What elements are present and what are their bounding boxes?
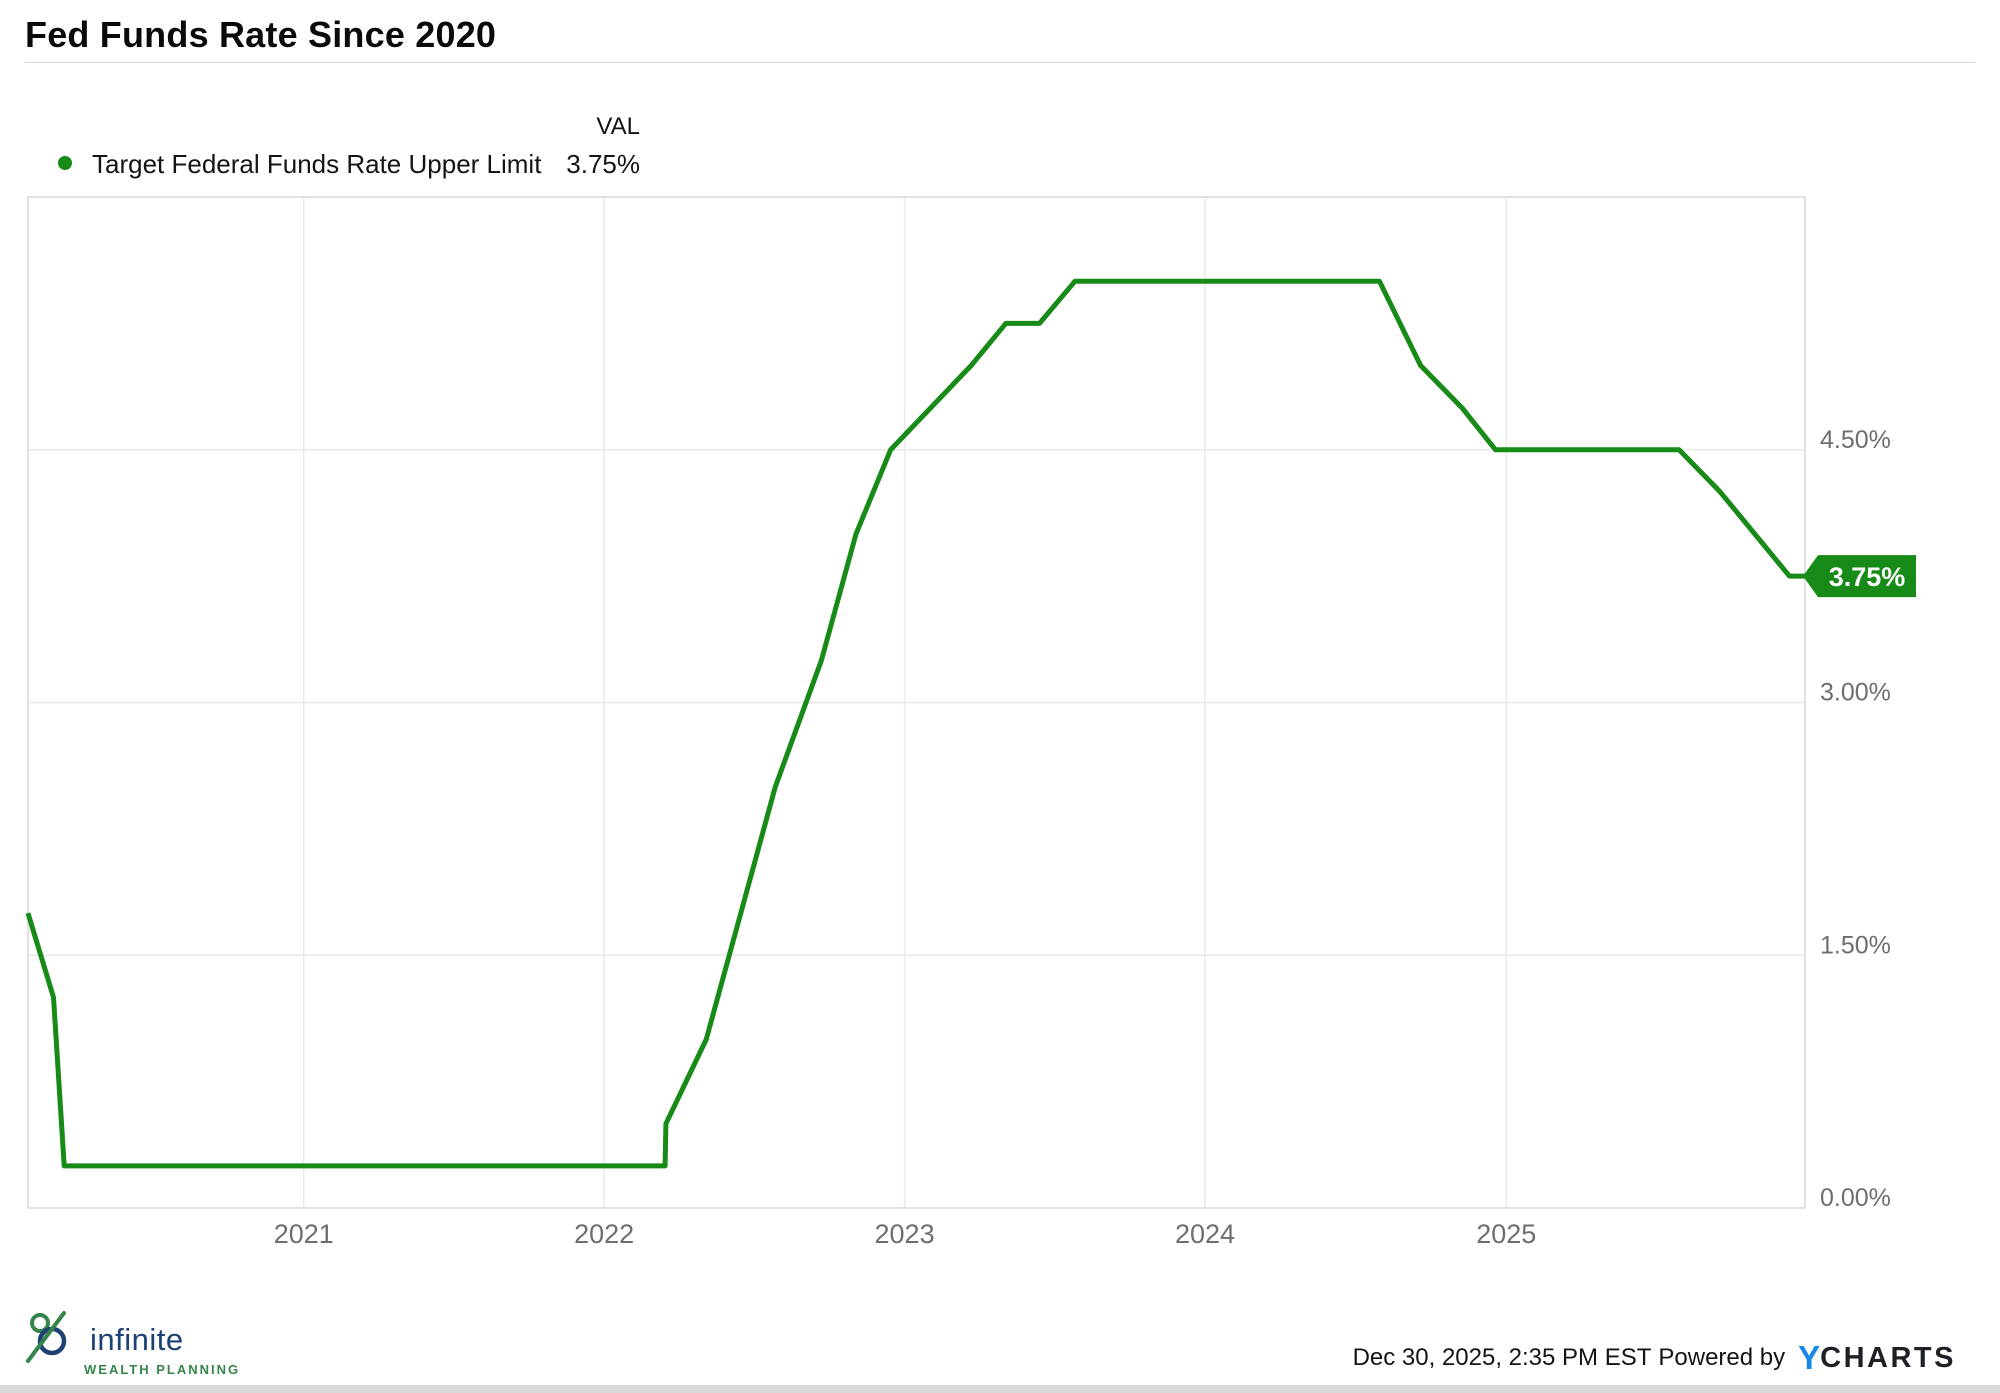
title-divider [25, 62, 1975, 63]
infinite-wealth-planning-logo: infinite WEALTH PLANNING [26, 1308, 286, 1378]
page-title: Fed Funds Rate Since 2020 [25, 14, 497, 55]
y-axis-tick-label: 1.50% [1820, 931, 1891, 959]
ycharts-logo-text: CHARTS [1820, 1341, 1956, 1374]
footer-attribution: Dec 30, 2025, 2:35 PM EST Powered by Y C… [1353, 1336, 1956, 1380]
x-axis-tick-label: 2025 [1476, 1219, 1536, 1249]
x-axis-tick-label: 2022 [574, 1219, 634, 1249]
last-value-tag-label: 3.75% [1829, 562, 1906, 592]
y-axis-tick-label: 4.50% [1820, 426, 1891, 454]
plot-border [27, 196, 1806, 1209]
powered-by-label: Powered by [1658, 1344, 1786, 1371]
legend-series-label: Target Federal Funds Rate Upper Limit [92, 149, 542, 179]
infinite-logo-mark-icon [26, 1311, 67, 1363]
brand-name: infinite [90, 1322, 184, 1357]
x-axis-tick-label: 2024 [1175, 1219, 1235, 1249]
x-axis-tick-label: 2023 [875, 1219, 935, 1249]
y-axis-tick-label: 0.00% [1820, 1184, 1891, 1212]
legend-val-header: VAL [596, 113, 640, 140]
ycharts-logo-y: Y [1798, 1339, 1821, 1376]
brand-tagline: WEALTH PLANNING [84, 1362, 241, 1377]
bottom-edge-strip [0, 1385, 2000, 1393]
legend-series-value: 3.75% [566, 149, 640, 179]
footer-timestamp: Dec 30, 2025, 2:35 PM EST [1352, 1344, 1652, 1371]
x-axis-tick-label: 2021 [274, 1219, 334, 1249]
legend-series-dot-icon [58, 156, 72, 170]
last-value-tag [1803, 555, 1916, 598]
fed-funds-rate-line [25, 278, 1805, 1169]
y-axis-tick-label: 3.00% [1820, 679, 1891, 707]
